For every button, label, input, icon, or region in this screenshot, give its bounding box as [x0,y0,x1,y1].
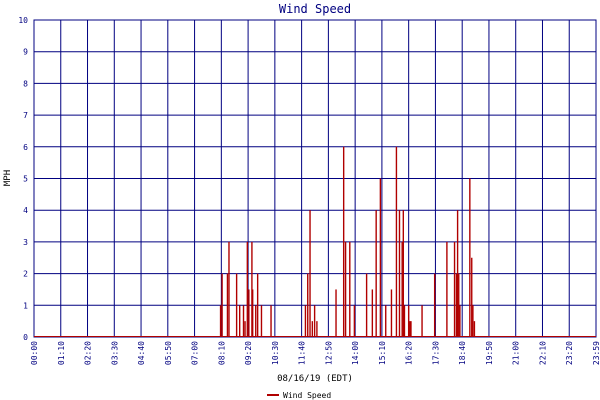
x-tick-label: 11:40 [298,341,307,365]
x-tick-label: 23:20 [565,341,574,365]
legend: Wind Speed [267,391,331,400]
x-tick-label: 09:20 [244,341,253,365]
chart-title: Wind Speed [279,2,351,16]
x-tick-label: 23:59 [592,341,600,365]
x-tick-label: 03:30 [110,341,119,365]
x-tick-label: 04:40 [137,341,146,365]
x-tick-label: 19:50 [485,341,494,365]
x-tick-label: 05:50 [164,341,173,365]
y-axis-label: MPH [3,170,13,186]
x-tick-label: 02:20 [84,341,93,365]
x-tick-label: 16:20 [405,341,414,365]
y-tick-label: 3 [23,238,28,247]
x-tick-label: 01:10 [57,341,66,365]
y-tick-label: 4 [23,206,28,215]
y-tick-label: 7 [23,111,28,120]
x-tick-label: 08:10 [217,341,226,365]
y-tick-label: 1 [23,301,28,310]
x-tick-label: 10:30 [271,341,280,365]
x-tick-label: 17:30 [431,341,440,365]
x-tick-label: 15:10 [378,341,387,365]
y-tick-label: 5 [23,175,28,184]
x-axis-label: 08/16/19 (EDT) [277,374,353,384]
y-axis-ticks: 0 1 2 3 4 5 6 7 8 9 10 [18,16,28,342]
grid-lines [34,20,596,337]
y-tick-label: 8 [23,79,28,88]
x-tick-label: 18:40 [458,341,467,365]
x-tick-label: 14:00 [351,341,360,365]
y-tick-label: 2 [23,270,28,279]
y-tick-label: 6 [23,143,28,152]
x-axis-ticks: 00:00 01:10 02:20 03:30 04:40 05:50 07:00 08:10… [30,341,600,365]
legend-label: Wind Speed [283,391,331,400]
x-tick-label: 07:00 [191,341,200,365]
x-tick-label: 22:10 [538,341,547,365]
x-tick-label: 00:00 [30,341,39,365]
x-tick-label: 12:50 [324,341,333,365]
x-tick-label: 21:00 [512,341,521,365]
series-wind-speed [34,146,596,337]
y-tick-label: 0 [23,333,28,342]
y-tick-label: 10 [18,16,28,25]
y-tick-label: 9 [23,48,28,57]
